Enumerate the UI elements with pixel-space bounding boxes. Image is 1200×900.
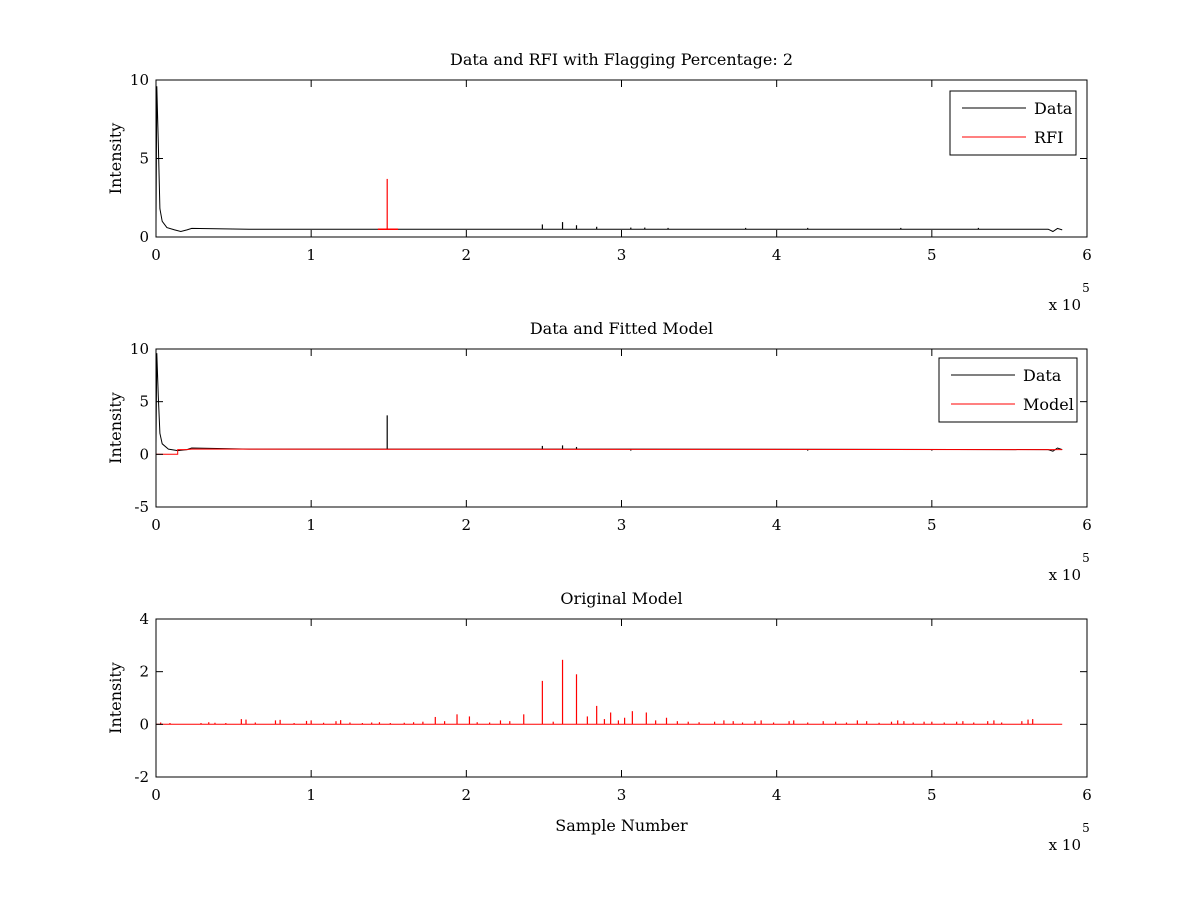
series-rfi [377,178,399,230]
x-tick-label: 4 [772,516,782,534]
y-axis-label: Intensity [106,662,125,734]
x-tick-label: 2 [462,516,472,534]
x-tick-label: 4 [772,786,782,804]
x-tick-label: 5 [927,516,937,534]
y-tick-label: -5 [134,498,149,516]
y-tick-label: 5 [139,150,149,168]
y-tick-label: 4 [139,610,149,628]
y-tick-label: 0 [139,228,149,246]
plot-area [156,659,1063,725]
y-tick-label: 0 [139,445,149,463]
x-tick-label: 1 [306,786,316,804]
series-data [156,86,1063,233]
x-exponent-power: 5 [1082,281,1090,295]
legend-label: Data [1023,366,1062,385]
series-data [156,353,1063,452]
series-line [156,353,1063,452]
x-tick-label: 6 [1082,246,1092,264]
y-axis-label: Intensity [106,123,125,195]
legend-label: RFI [1034,128,1063,147]
y-axis-label: Intensity [106,392,125,464]
chart-title: Original Model [560,589,682,608]
y-tick-label: -2 [134,768,149,786]
x-tick-label: 3 [617,786,627,804]
y-tick-label: 2 [139,663,149,681]
x-exponent-power: 5 [1082,821,1090,835]
x-tick-label: 2 [462,786,472,804]
x-tick-label: 1 [306,246,316,264]
series-line [156,448,1063,455]
x-axis-label: Sample Number [555,816,688,835]
x-tick-label: 5 [927,246,937,264]
plot-area [156,353,1063,455]
y-tick-label: 5 [139,393,149,411]
x-exponent-label: x 10 [1049,566,1081,584]
axes-box [155,618,1088,778]
x-tick-label: 0 [151,516,161,534]
x-tick-label: 3 [617,246,627,264]
x-exponent-label: x 10 [1049,836,1081,854]
axes-box [155,79,1088,238]
legend-box [949,90,1077,156]
plot-area [156,86,1063,233]
x-exponent-label: x 10 [1049,296,1081,314]
series-model-0 [156,659,1063,725]
y-tick-label: 0 [139,715,149,733]
series-line [156,86,1063,233]
x-tick-label: 1 [306,516,316,534]
x-exponent-power: 5 [1082,551,1090,565]
x-tick-label: 0 [151,786,161,804]
x-tick-label: 6 [1082,786,1092,804]
legend-box [938,357,1078,423]
x-tick-label: 0 [151,246,161,264]
legend: Data Model [938,357,1078,423]
y-tick-label: 10 [130,71,149,89]
x-tick-label: 5 [927,786,937,804]
legend-label: Model [1023,395,1074,414]
legend: Data RFI [949,90,1077,156]
x-tick-label: 3 [617,516,627,534]
chart-title: Data and Fitted Model [530,319,713,338]
x-tick-label: 6 [1082,516,1092,534]
x-tick-label: 4 [772,246,782,264]
y-tick-label: 10 [130,340,149,358]
series-model [156,448,1063,455]
chart-title: Data and RFI with Flagging Percentage: 2 [450,50,793,69]
legend-label: Data [1034,99,1073,118]
x-tick-label: 2 [462,246,472,264]
